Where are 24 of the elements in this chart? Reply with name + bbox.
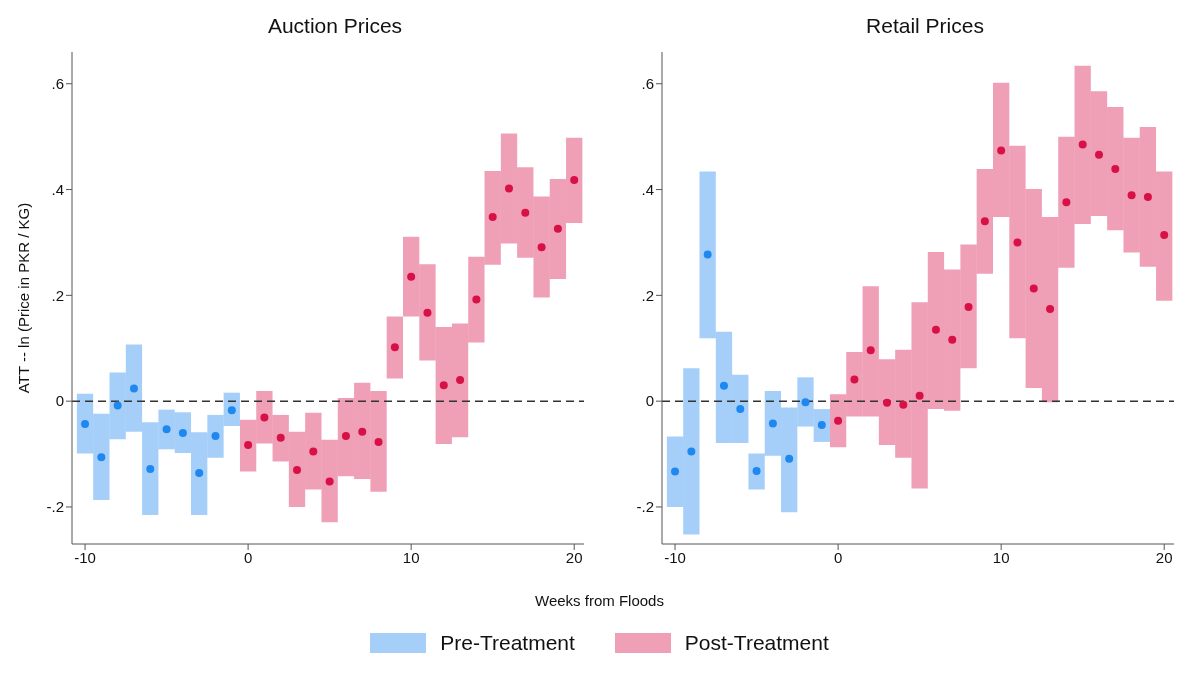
y-tick-label: 0 bbox=[645, 392, 654, 410]
x-tick-label: 0 bbox=[833, 548, 843, 566]
y-tick-label: .4 bbox=[51, 180, 64, 198]
x-tick-label: 20 bbox=[565, 548, 583, 566]
x-tick-label: 10 bbox=[402, 548, 420, 566]
legend-label: Post-Treatment bbox=[684, 631, 829, 655]
y-tick-label: .6 bbox=[641, 75, 654, 93]
y-axis-title: ATT -- ln (Price in PKR / KG) bbox=[15, 202, 33, 394]
chart-title: Auction Prices bbox=[266, 13, 404, 39]
x-tick-label: 10 bbox=[992, 548, 1010, 566]
legend-label: Pre-Treatment bbox=[440, 631, 575, 655]
y-tick-label: -.2 bbox=[636, 498, 654, 516]
x-tick-label: 0 bbox=[243, 548, 253, 566]
y-tick-label: .2 bbox=[51, 286, 64, 304]
y-tick-label: .6 bbox=[51, 75, 64, 93]
x-tick-label: 20 bbox=[1155, 548, 1173, 566]
x-tick-label: -10 bbox=[74, 548, 96, 566]
y-tick-label: .2 bbox=[641, 286, 654, 304]
x-tick-label: -10 bbox=[664, 548, 686, 566]
chart-title: Retail Prices bbox=[865, 13, 985, 39]
x-axis-title: Weeks from Floods bbox=[534, 592, 665, 609]
y-tick-label: 0 bbox=[55, 392, 64, 410]
y-tick-label: -.2 bbox=[46, 498, 64, 516]
y-tick-label: .4 bbox=[641, 180, 654, 198]
